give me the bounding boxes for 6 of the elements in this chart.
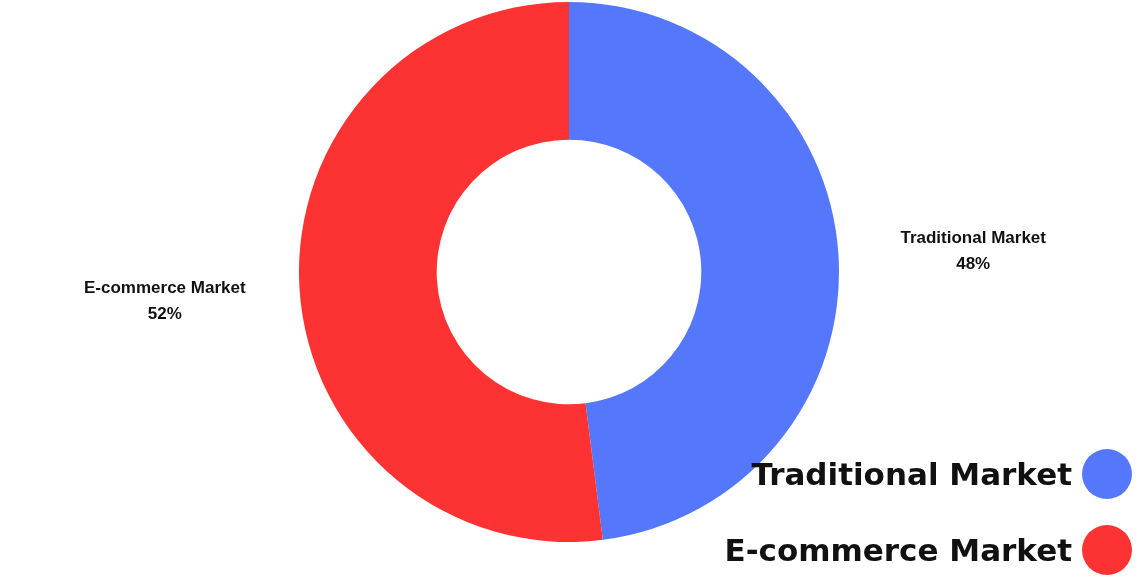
legend-label: Traditional Market [751, 456, 1072, 492]
slice-label: E-commerce Market [84, 278, 246, 298]
legend-label: E-commerce Market [724, 532, 1072, 568]
slice-label: Traditional Market [900, 227, 1047, 247]
data-label: 48% [956, 253, 991, 273]
data-label: 52% [147, 304, 182, 324]
